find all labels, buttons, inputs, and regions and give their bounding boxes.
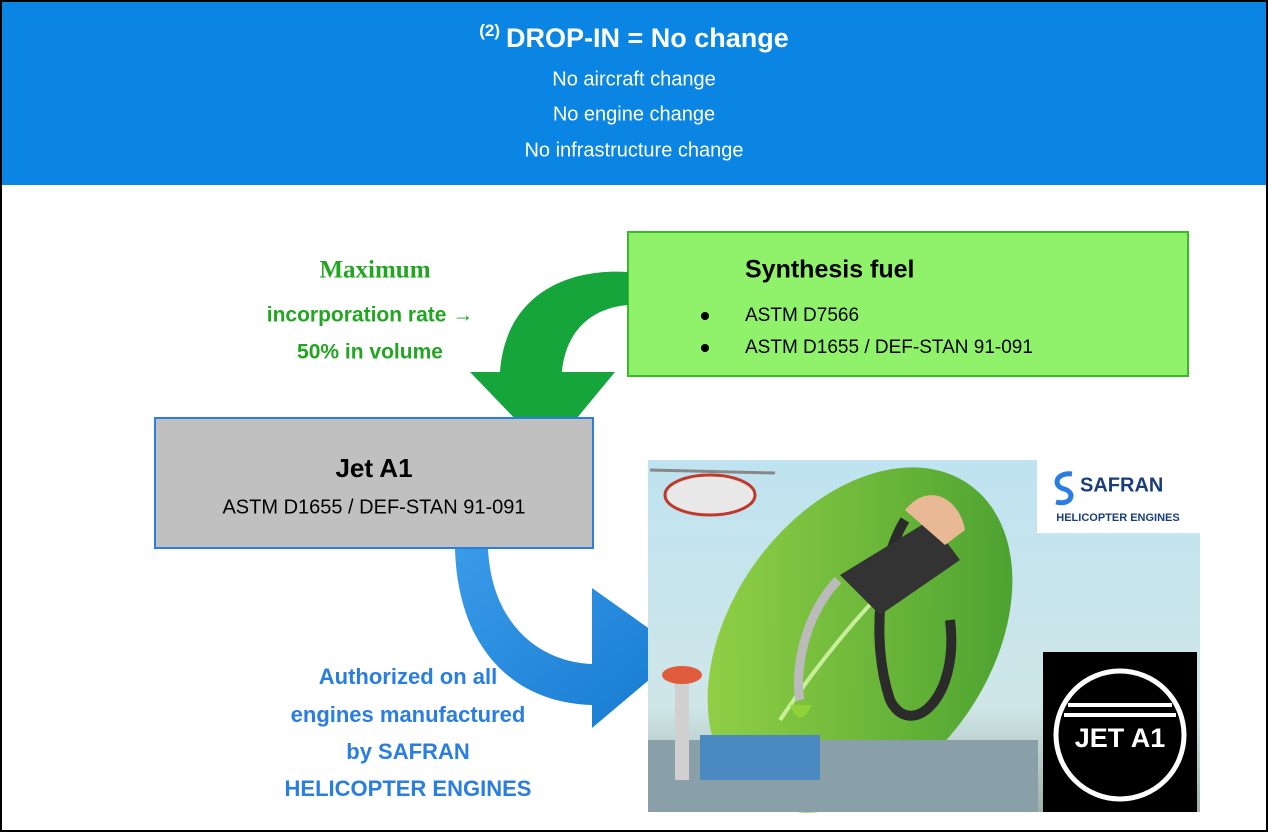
slide: (2) DROP-IN = No change No aircraft chang… xyxy=(0,0,1268,832)
authorization-text: by SAFRAN xyxy=(346,739,469,764)
header-line: No infrastructure change xyxy=(524,139,743,161)
bullet xyxy=(701,344,709,352)
incorporation-text: 50% in volume xyxy=(297,341,443,364)
jet-a1-title: Jet A1 xyxy=(335,453,412,483)
jet-a1-box xyxy=(155,418,593,548)
synthesis-item: ASTM D7566 xyxy=(745,305,859,326)
header-line: No engine change xyxy=(553,103,715,125)
jet-a1-spec: ASTM D1655 / DEF-STAN 91-091 xyxy=(222,496,525,518)
synthesis-title: Synthesis fuel xyxy=(745,256,915,284)
bullet xyxy=(701,312,709,320)
incorporation-text: Maximum xyxy=(319,257,430,284)
header-note: (2) xyxy=(479,21,500,40)
authorization-text: HELICOPTER ENGINES xyxy=(285,776,532,801)
synthesis-item: ASTM D1655 / DEF-STAN 91-091 xyxy=(745,337,1033,358)
logo-name: SAFRAN xyxy=(1080,474,1163,496)
header-title-text: DROP-IN = No change xyxy=(506,23,789,53)
header-title: (2) DROP-IN = No change xyxy=(479,21,789,53)
badge-label: JET A1 xyxy=(1075,723,1166,753)
authorization-text: Authorized on all xyxy=(319,664,497,689)
authorization-text: engines manufactured xyxy=(291,702,526,727)
header-line: No aircraft change xyxy=(552,68,715,90)
logo-subtitle: HELICOPTER ENGINES xyxy=(1056,512,1179,524)
incorporation-text: incorporation rate → xyxy=(267,304,474,327)
